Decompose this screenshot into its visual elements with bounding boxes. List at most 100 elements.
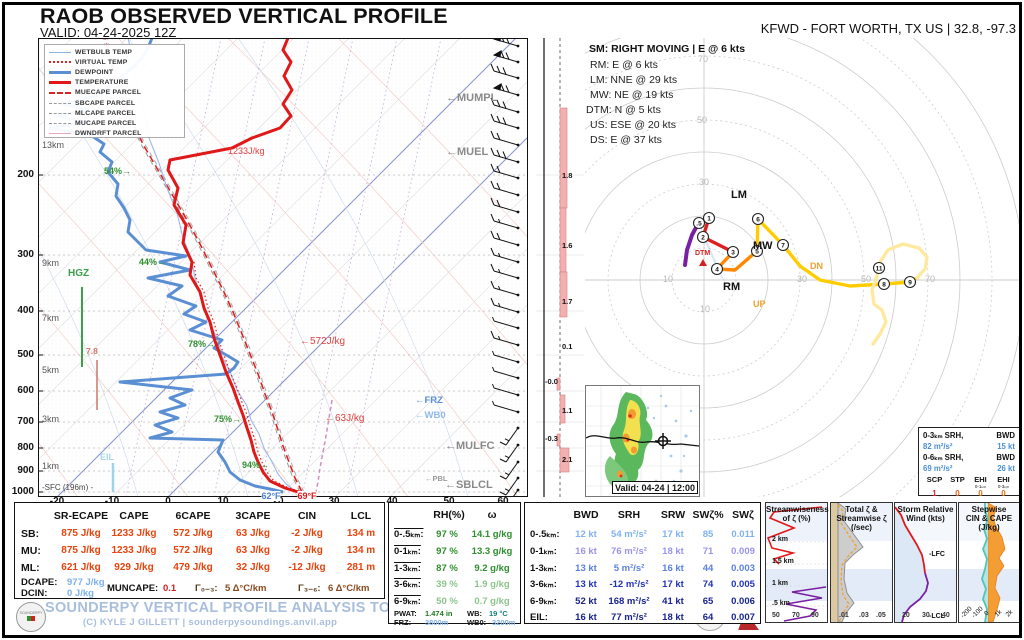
- cell: 52 kt: [575, 596, 597, 607]
- x-tick: .03: [859, 612, 869, 619]
- cell: 64: [702, 612, 714, 623]
- cape6-annotation: ←572J/kg: [300, 336, 346, 347]
- svg-text:4: 4: [715, 267, 719, 274]
- bwd6-value: 26 kt: [997, 464, 1015, 473]
- temp-tick: 0: [165, 496, 171, 507]
- pressure-label: 900: [17, 465, 34, 476]
- w-header: ω: [487, 509, 497, 521]
- cell: 18 kt: [662, 546, 684, 557]
- storm-motion-title: SM: RIGHT MOVING | E @ 6 kts: [589, 43, 746, 55]
- cell: 134 m: [346, 545, 376, 556]
- svg-text:9: 9: [908, 280, 912, 287]
- col-header: SWζ%: [692, 509, 724, 521]
- srh3-label: 0-3ₖₘ SRH,: [923, 431, 964, 440]
- footer-title: SOUNDERPY VERTICAL PROFILE ANALYSIS TOOL: [45, 600, 412, 616]
- temp-tick: 10: [217, 496, 228, 507]
- idx-sub: 0-1ₖₘ: [974, 484, 987, 489]
- cell: 39 %: [436, 579, 458, 590]
- skewt-mixing-ratio-lines: [125, 37, 442, 498]
- storm-motion-line: LM: NNE @ 29 kts: [590, 74, 678, 86]
- sblcl-annotation: ←SBLCL: [445, 479, 493, 491]
- frz-annotation: ←FRZ: [415, 395, 443, 406]
- row-label: 6-9ₖₘ:: [530, 596, 557, 607]
- cell: 572 J/kg: [173, 528, 213, 539]
- cell: 0.005: [731, 579, 755, 590]
- ring-label: 50: [860, 274, 872, 284]
- stp-value: 0: [955, 489, 960, 498]
- svg-text:5: 5: [755, 249, 759, 256]
- muncape-label: MUNCAPE:: [107, 583, 159, 594]
- row-label: 0-1ₖₘ:: [530, 546, 557, 557]
- temp-tick: 50: [443, 496, 454, 507]
- srw-plot: [894, 503, 956, 623]
- legend-label: WETBULB TEMP: [75, 48, 133, 56]
- station-crosshair: [655, 433, 671, 449]
- srh3-value: 82 m²/s²: [923, 442, 953, 451]
- bwd3-value: 15 kt: [997, 442, 1015, 451]
- skewt-legend: WETBULB TEMP VIRTUAL TEMP DEWPOINT TEMPE…: [44, 44, 185, 138]
- svg-text:11: 11: [876, 266, 883, 273]
- cell: 0.007: [731, 612, 755, 623]
- sbcape-line-sample: [49, 102, 71, 104]
- virtualtemp-line-sample: [49, 61, 71, 64]
- cell: 17 kt: [662, 579, 684, 590]
- mumpl-annotation: ←MUMPL: [446, 92, 498, 104]
- eil-annotation: EIL: [100, 452, 115, 462]
- cell: 16 kt: [575, 612, 597, 623]
- cell: -2 J/kg: [291, 528, 323, 539]
- y-label: 1 km: [772, 580, 788, 587]
- surface-temp-value: 69°F: [297, 491, 317, 501]
- x-tick: .05: [876, 612, 886, 619]
- row-label: EIL:: [530, 612, 548, 623]
- y-label: 1.5 km: [772, 558, 794, 565]
- temp-tick: -10: [105, 496, 119, 507]
- x-tick: 70: [792, 612, 800, 619]
- ring-label: 10: [699, 304, 711, 314]
- panel-title: (/sec): [851, 523, 872, 532]
- temp-tick: -20: [50, 496, 64, 507]
- cell: 0.7 g/kg: [474, 596, 510, 607]
- cell: 929 J/kg: [114, 562, 154, 573]
- row-label: 3-6ₖₘ:: [530, 579, 557, 590]
- col-header: CIN: [297, 510, 317, 522]
- dtm-marker: [699, 259, 707, 266]
- lm-label: LM: [731, 189, 747, 201]
- ehi3-value: 0: [1001, 489, 1006, 498]
- pressure-label: 1000: [11, 486, 34, 497]
- row-label: SB:: [21, 528, 40, 540]
- wb0-label: WB0:: [467, 618, 487, 627]
- cell: 97 %: [436, 546, 458, 557]
- hgz-annotation: HGZ: [68, 268, 90, 279]
- cell: 0.003: [731, 563, 755, 574]
- rh-header: RH(%): [433, 509, 465, 521]
- svg-text:3: 3: [731, 250, 735, 257]
- cell: 87 %: [436, 563, 458, 574]
- pressure-label: 800: [17, 442, 34, 453]
- cell: 97 %: [436, 529, 458, 540]
- dcape-label: DCAPE:: [21, 577, 58, 588]
- rh-annotation: 44%→: [139, 257, 167, 267]
- gamma36-value: 6 Δ°C/km: [328, 583, 370, 594]
- bwd6-label: BWD: [996, 453, 1015, 462]
- radar-valid-label: Valid: 04-24 | 12:00: [612, 481, 698, 494]
- dtm-label: DTM: [695, 250, 711, 257]
- dn-label: DN: [810, 261, 823, 271]
- moisture-table: RH(%) ω 0-.5ₖₘ: 97 % 14.1 g/kg 0-1ₖₘ: 97…: [388, 502, 521, 627]
- cell: 63 J/kg: [236, 528, 270, 539]
- legend-label: DWNDRFT PARCEL: [75, 130, 142, 138]
- x-tick: .01: [839, 612, 849, 619]
- panel-title: Streamwiseness: [766, 505, 829, 514]
- x-tick: 20: [902, 612, 910, 619]
- col-header: SR-ECAPE: [53, 510, 109, 522]
- cell: 479 J/kg: [173, 562, 213, 573]
- ring-label: 30: [796, 274, 808, 284]
- cell: 54 m²/s²: [611, 529, 647, 540]
- cell: 50 %: [436, 596, 458, 607]
- cell: 1.9 g/kg: [474, 579, 510, 590]
- cell: 32 J/kg: [236, 562, 270, 573]
- height-label: 7km: [42, 313, 60, 323]
- up-label: UP: [753, 299, 766, 309]
- dwndrft-line-sample: [49, 133, 71, 135]
- downdraft-parcel-trace: [315, 399, 333, 493]
